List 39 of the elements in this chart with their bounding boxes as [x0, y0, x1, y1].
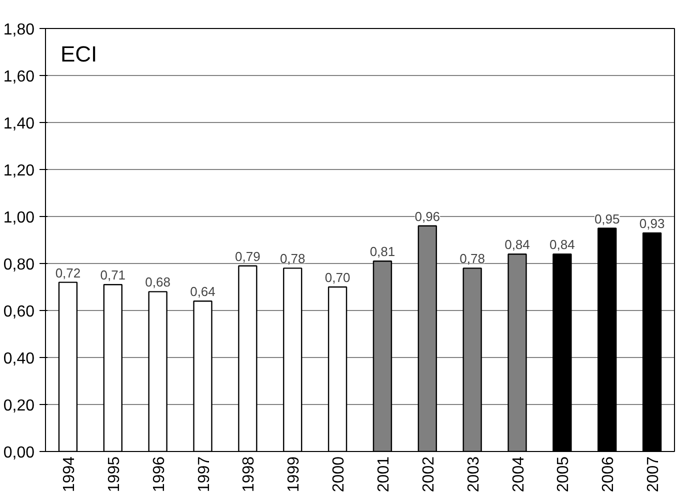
- x-tick-label: 1999: [286, 456, 303, 492]
- data-label: 0,84: [550, 237, 575, 252]
- data-label: 0,84: [504, 237, 530, 252]
- y-tick-label: 1,00: [3, 210, 35, 226]
- x-tick-label: 2001: [375, 456, 392, 492]
- x-tick-label: 2005: [555, 456, 572, 492]
- text: ECI: [60, 42, 98, 66]
- data-label: 0,64: [190, 284, 216, 300]
- y-tick-label: 0,00: [3, 444, 35, 462]
- y-tick-label: 0,20: [3, 398, 35, 414]
- data-label: 0,78: [280, 251, 306, 266]
- data-label: 0,68: [145, 274, 170, 290]
- x-tick-label: 2007: [645, 456, 662, 492]
- x-tick-label: 1995: [106, 456, 123, 492]
- data-label: 0,78: [460, 251, 485, 266]
- y-tick-label: 1,60: [3, 68, 35, 86]
- data-label: 0,79: [235, 248, 260, 264]
- data-label: 0,96: [414, 208, 440, 224]
- x-tick-label: 2002: [420, 456, 438, 492]
- data-label: 0,93: [639, 216, 665, 231]
- x-tick-label: 1994: [60, 456, 78, 492]
- data-label: 0,71: [100, 268, 126, 283]
- x-tick-label: 2000: [330, 456, 348, 492]
- y-tick-label: 1,40: [3, 116, 35, 132]
- y-tick-label: 1,80: [3, 22, 35, 38]
- y-tick-label: 0,80: [3, 256, 35, 274]
- x-tick-label: 2003: [465, 456, 482, 492]
- x-tick-label: 1996: [150, 456, 168, 492]
- x-tick-label: 2006: [600, 456, 618, 492]
- data-label: 0,81: [370, 244, 396, 260]
- y-tick-label: 1,20: [3, 162, 35, 180]
- data-label: 0,70: [324, 270, 350, 285]
- x-tick-label: 1997: [196, 456, 213, 492]
- x-tick-label: 1998: [240, 456, 258, 492]
- data-label: 0,95: [594, 211, 620, 226]
- data-label: 0,72: [55, 265, 81, 280]
- x-tick-label: 2004: [510, 456, 528, 492]
- y-tick-label: 0,40: [3, 350, 35, 368]
- y-tick-label: 0,60: [3, 304, 35, 320]
